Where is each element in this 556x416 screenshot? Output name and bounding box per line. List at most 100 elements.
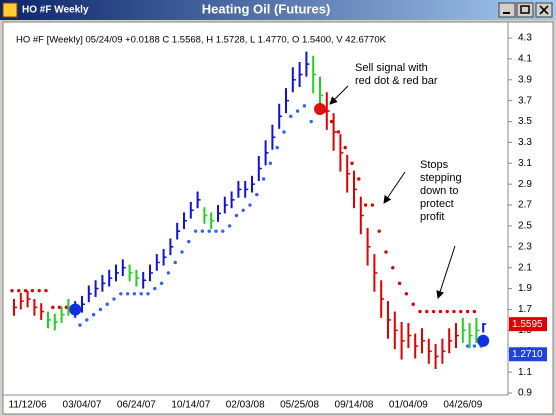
y-tick-label: 2.7: [518, 200, 532, 211]
annotation-arrows: [329, 85, 456, 299]
stop-dot: [193, 229, 198, 233]
signal-dot: [69, 303, 82, 316]
x-tick-label: 10/14/07: [171, 400, 210, 411]
stop-dot: [472, 344, 477, 348]
annotation: Stops: [420, 159, 449, 171]
stop-dot: [268, 161, 273, 165]
stop-dot: [98, 307, 103, 312]
app-icon: [2, 2, 18, 18]
stop-dot: [132, 292, 137, 296]
stop-dot: [363, 203, 368, 207]
stop-dot: [309, 119, 313, 124]
info-line: HO #F [Weekly] 05/24/09 +0.0188 C 1.5568…: [16, 35, 387, 46]
stop-dot: [227, 224, 232, 228]
price-label-box: [509, 317, 547, 332]
stop-dot: [391, 266, 395, 270]
chart-title: Heating Oil (Futures): [202, 1, 331, 16]
chart-area: [2, 21, 554, 415]
annotation: protect: [420, 198, 454, 210]
stop-dot: [370, 203, 375, 207]
x-tick-label: 11/12/06: [9, 400, 48, 411]
y-tick-label: 1.7: [518, 304, 532, 315]
x-tick-label: 01/04/09: [389, 400, 428, 411]
stop-dot: [377, 229, 381, 233]
annotation: down to: [420, 185, 459, 197]
x-tick-label: 05/25/08: [280, 400, 319, 411]
signal-dot: [314, 103, 326, 115]
stop-dot: [30, 288, 35, 293]
y-tick-label: 4.3: [518, 33, 532, 44]
stop-dot: [261, 177, 266, 181]
annotation: red dot & red bar: [355, 75, 438, 87]
annotation: profit: [420, 211, 444, 223]
stop-dot: [159, 281, 164, 286]
x-tick-label: 02/03/08: [226, 400, 265, 411]
stop-dot: [465, 309, 470, 314]
stop-dot: [105, 302, 109, 306]
stop-dot: [275, 145, 279, 150]
stop-dot: [397, 281, 402, 286]
stop-dot: [425, 309, 429, 314]
price-label-box: [509, 347, 547, 362]
stop-dot: [119, 292, 123, 296]
y-tick-label: 0.9: [518, 388, 532, 399]
price-label: 1.5595: [512, 319, 543, 330]
stop-dot: [350, 161, 354, 165]
stop-dot: [37, 288, 41, 293]
stop-dot: [23, 288, 28, 293]
title-bar: HO #F Weekly Heating Oil (Futures): [0, 0, 556, 20]
stop-dot: [51, 305, 55, 310]
stop-dot: [472, 309, 477, 314]
stop-dot: [64, 305, 69, 310]
window-buttons[interactable]: [498, 2, 553, 18]
stop-dot: [255, 192, 259, 197]
stop-dot: [207, 229, 211, 233]
stop-dot: [357, 177, 361, 181]
stop-dot: [404, 292, 409, 296]
stop-dot: [241, 208, 245, 212]
stop-dot: [438, 309, 443, 314]
stop-dot: [139, 292, 143, 296]
stop-dot: [180, 250, 184, 254]
stop-dot: [418, 309, 422, 314]
stop-dot: [44, 288, 48, 293]
stop-dot: [282, 130, 286, 134]
stop-dot: [234, 213, 239, 218]
y-tick-label: 3.5: [518, 116, 532, 127]
y-tick-label: 3.7: [518, 95, 532, 106]
y-tick-label: 3.3: [518, 137, 532, 148]
y-tick-label: 2.5: [518, 221, 532, 232]
stop-dot: [112, 297, 116, 301]
stop-dot: [459, 309, 463, 314]
signal-dot: [477, 334, 490, 347]
stop-dot: [384, 250, 388, 254]
stop-dot: [248, 203, 252, 207]
stop-dot: [214, 229, 218, 233]
y-tick-label: 4.1: [518, 54, 532, 65]
y-tick-label: 2.3: [518, 241, 532, 252]
stop-dot: [85, 318, 89, 322]
stop-dot: [187, 239, 191, 244]
stop-dot: [91, 312, 96, 317]
stop-dot: [289, 114, 293, 119]
stop-dot: [200, 229, 205, 233]
x-tick-label: 03/04/07: [63, 400, 102, 411]
stop-dot: [10, 288, 14, 293]
stop-dot: [302, 104, 307, 108]
minimize-button[interactable]: [498, 2, 516, 18]
stop-dot: [445, 309, 449, 314]
stop-dot: [336, 130, 341, 134]
annotation: Sell signal with: [355, 62, 428, 74]
annotation: stepping: [420, 172, 462, 184]
stop-dot: [452, 309, 456, 314]
stop-dot: [153, 286, 157, 291]
stop-dot: [221, 229, 225, 233]
x-tick-label: 06/24/07: [117, 400, 156, 411]
y-tick-label: 3.1: [518, 158, 532, 169]
stop-dot: [78, 323, 82, 327]
maximize-button[interactable]: [516, 2, 534, 18]
stop-dot: [166, 271, 171, 275]
y-tick-label: 1.9: [518, 283, 532, 294]
